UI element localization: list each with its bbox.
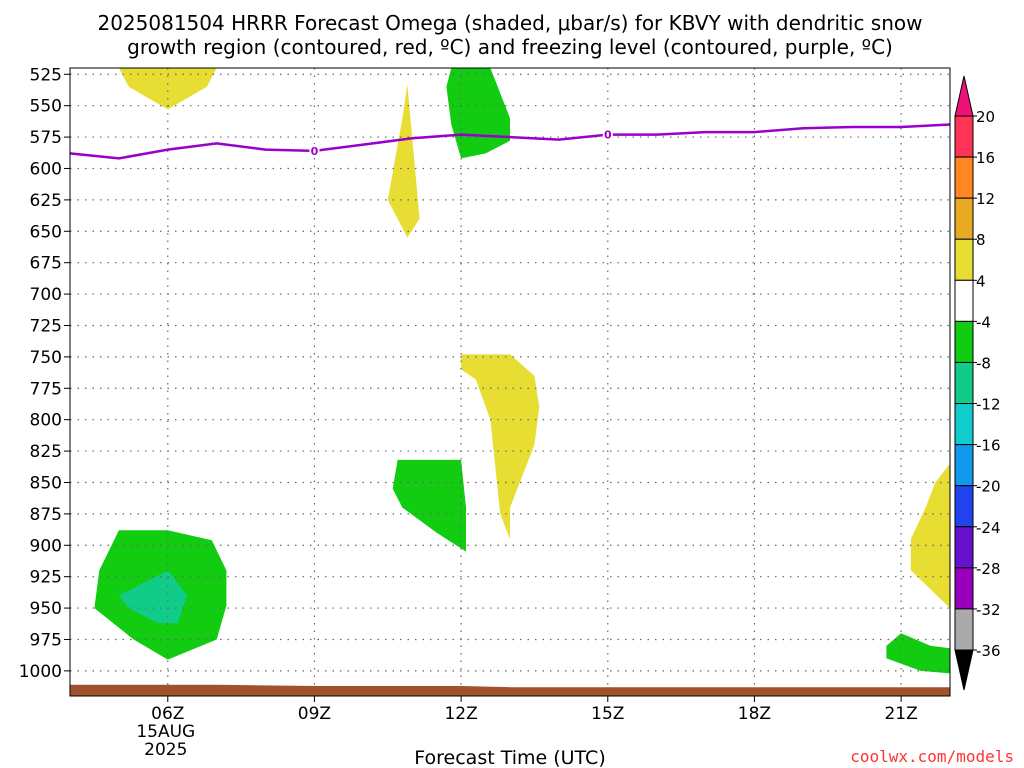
colorbar-label-4: 4 <box>976 272 986 290</box>
colorbar-swatch-8 <box>954 444 974 487</box>
colorbar-legend: 20 16 12 8 4 -4 -8 -12 -16 -20 -24 -28 -32 -36 <box>954 75 1001 691</box>
x-tick-label-15Z: 15Z <box>591 704 624 724</box>
y-tick-label-600: 600 <box>30 159 62 179</box>
x-tick-sublabel-0: 15AUG <box>136 722 195 742</box>
chart-title-line-1: 2025081504 HRRR Forecast Omega (shaded, … <box>97 11 922 35</box>
y-tick-label-650: 650 <box>30 222 62 242</box>
omega-region-negative-8 <box>886 633 950 674</box>
colorbar-label-2: 12 <box>976 190 995 208</box>
chart-title: 2025081504 HRRR Forecast Omega (shaded, … <box>97 11 922 59</box>
colorbar-swatch-7 <box>954 403 974 446</box>
freezing-label-bg-1 <box>602 127 613 142</box>
colorbar-swatch-2 <box>954 197 974 240</box>
colorbar-swatch-12 <box>954 608 974 651</box>
colorbar-label-11: -28 <box>976 560 1001 578</box>
y-tick-label-925: 925 <box>30 568 62 588</box>
colorbar-swatch-3 <box>954 238 974 281</box>
y-tick-label-1000: 1000 <box>19 662 62 682</box>
omega-shading-layer <box>94 68 950 674</box>
y-tick-label-900: 900 <box>30 536 62 556</box>
y-tick-label-725: 725 <box>30 316 62 336</box>
colorbar-swatch-0 <box>954 115 974 158</box>
credit-text: coolwx.com/models <box>850 747 1014 766</box>
y-tick-label-875: 875 <box>30 505 62 525</box>
x-tick-label-18Z: 18Z <box>738 704 771 724</box>
terrain-layer <box>70 684 950 696</box>
chart-title-line-2: growth region (contoured, red, ºC) and f… <box>127 35 893 59</box>
colorbar-swatch-9 <box>954 485 974 528</box>
freezing-level-label-0: 0 <box>311 145 319 158</box>
omega-region-negative-4 <box>392 459 466 552</box>
freezing-level-label-1: 0 <box>604 129 612 142</box>
plot-frame <box>69 67 951 697</box>
x-tick-sublabel-1: 2025 <box>144 740 187 760</box>
y-tick-label-850: 850 <box>30 473 62 493</box>
y-tick-label-825: 825 <box>30 442 62 462</box>
omega-region-positive-7 <box>910 463 950 609</box>
omega-region-positive-1 <box>387 84 420 238</box>
y-tick-label-525: 525 <box>30 65 62 85</box>
freezing-level-layer: 00 <box>69 123 951 160</box>
colorbar-bottom-triangle <box>954 649 974 691</box>
colorbar-label-1: 16 <box>976 149 995 167</box>
x-axis-label: Forecast Time (UTC) <box>414 747 605 768</box>
y-tick-label-675: 675 <box>30 254 62 274</box>
y-tick-label-775: 775 <box>30 379 62 399</box>
colorbar-label-6: -8 <box>976 354 991 372</box>
x-tick-label-09Z: 09Z <box>298 704 331 724</box>
y-tick-label-800: 800 <box>30 411 62 431</box>
x-tick-label-06Z: 06Z <box>151 704 184 724</box>
x-tick-label-21Z: 21Z <box>884 704 917 724</box>
colorbar-label-5: -4 <box>976 313 991 331</box>
colorbar-swatch-5 <box>954 320 974 363</box>
freezing-label-bg-0 <box>309 143 320 158</box>
colorbar-swatch-10 <box>954 526 974 569</box>
y-tick-label-700: 700 <box>30 285 62 305</box>
colorbar-swatch-6 <box>954 361 974 405</box>
y-tick-label-975: 975 <box>30 630 62 650</box>
x-tick-label-12Z: 12Z <box>444 704 477 724</box>
y-tick-label-950: 950 <box>30 599 62 619</box>
colorbar-label-12: -32 <box>976 601 1001 619</box>
omega-region-negative-6 <box>118 570 188 624</box>
freezing-level-line <box>69 123 951 160</box>
colorbar-label-8: -16 <box>976 437 1001 455</box>
colorbar-swatch-1 <box>954 156 974 199</box>
colorbar-swatch-4 <box>954 279 974 322</box>
y-tick-label-575: 575 <box>30 128 62 148</box>
y-axis: 525 550 575 600 625 650 675 700 725 750 775 800 825 8… <box>19 65 70 682</box>
y-tick-label-750: 750 <box>30 348 62 368</box>
colorbar-label-9: -20 <box>976 478 1001 496</box>
y-tick-label-625: 625 <box>30 191 62 211</box>
colorbar-label-0: 20 <box>976 108 995 126</box>
colorbar-label-7: -12 <box>976 396 1001 414</box>
colorbar-top-triangle <box>954 75 974 117</box>
colorbar-label-13: -36 <box>976 642 1001 660</box>
omega-region-positive-3 <box>461 354 540 539</box>
omega-region-negative-2 <box>446 68 510 159</box>
colorbar-label-10: -24 <box>976 519 1001 537</box>
terrain-surface <box>70 684 950 696</box>
omega-region-positive-0 <box>118 68 217 110</box>
colorbar-swatch-11 <box>954 567 974 610</box>
colorbar-label-3: 8 <box>976 231 986 249</box>
y-tick-label-550: 550 <box>30 97 62 117</box>
